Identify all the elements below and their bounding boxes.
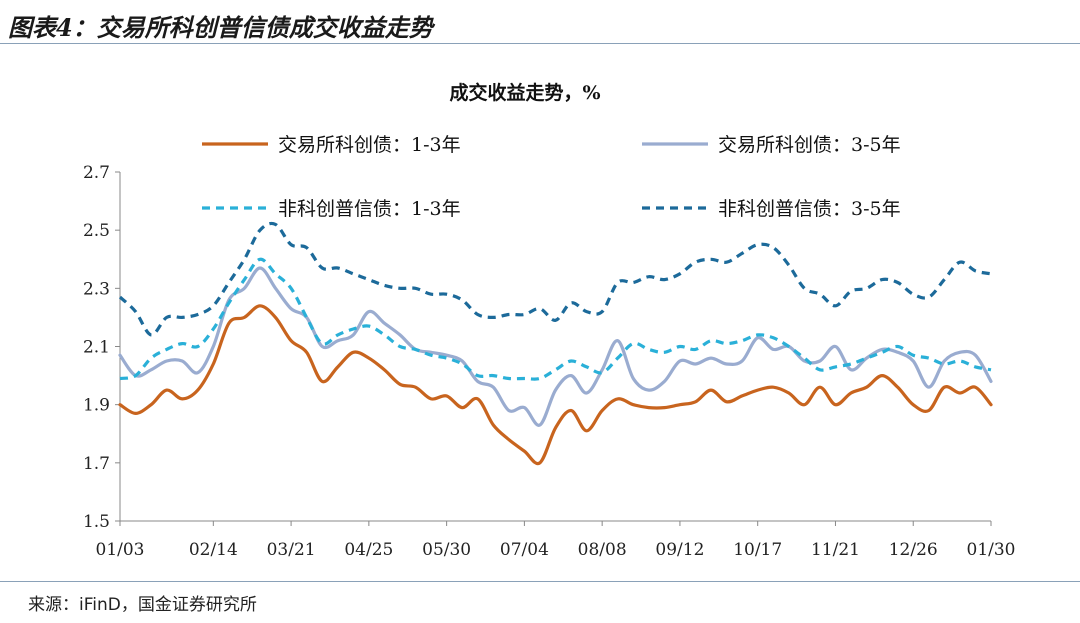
y-tick-label: 2.5 <box>83 221 110 241</box>
series-line-3 <box>119 257 992 381</box>
legend-label-4: 非科创普信债：3-5年 <box>718 198 901 220</box>
line-chart: 成交收益走势，% 1.5 1.7 1.9 2.1 2.3 2.5 2.7 01/03 02/14… <box>83 81 1016 560</box>
x-tick-label: 01/30 <box>967 540 1016 560</box>
top-rule <box>0 43 1080 44</box>
series-line-1 <box>118 304 993 466</box>
series-line-2 <box>118 266 993 427</box>
x-tick-label: 08/08 <box>578 540 627 560</box>
y-tick-label: 1.5 <box>83 512 110 532</box>
x-tick-label: 01/03 <box>96 540 145 560</box>
source-note: 来源：iFinD，国金证券研究所 <box>28 595 257 615</box>
x-tick-label: 03/21 <box>267 540 316 560</box>
x-tick-label: 07/04 <box>500 540 549 560</box>
bottom-rule <box>0 581 1080 582</box>
series-layer <box>118 221 993 466</box>
y-tick-label: 2.1 <box>83 338 110 358</box>
x-tick-label: 12/26 <box>889 540 938 560</box>
y-tick-label: 2.7 <box>83 163 110 183</box>
y-tick-label: 2.3 <box>83 279 110 299</box>
y-tick-label: 1.7 <box>83 454 110 474</box>
chart-title: 成交收益走势，% <box>449 81 600 104</box>
x-tick-label: 11/21 <box>811 540 860 560</box>
x-tick-label: 09/12 <box>655 540 704 560</box>
x-tick-label: 10/17 <box>733 540 782 560</box>
axes: 1.5 1.7 1.9 2.1 2.3 2.5 2.7 01/03 02/14 03/21 04/2… <box>83 163 1016 560</box>
x-tick-label: 05/30 <box>422 540 471 560</box>
x-tick-label: 04/25 <box>344 540 393 560</box>
legend-label-2: 交易所科创债：3-5年 <box>718 134 901 156</box>
series-line-4 <box>118 221 992 337</box>
y-tick-label: 1.9 <box>83 396 110 416</box>
legend-label-3: 非科创普信债：1-3年 <box>278 198 461 220</box>
figure-title: 图表4：交易所科创普信债成交收益走势 <box>8 13 433 42</box>
x-tick-label: 02/14 <box>189 540 238 560</box>
legend-label-1: 交易所科创债：1-3年 <box>278 134 461 156</box>
